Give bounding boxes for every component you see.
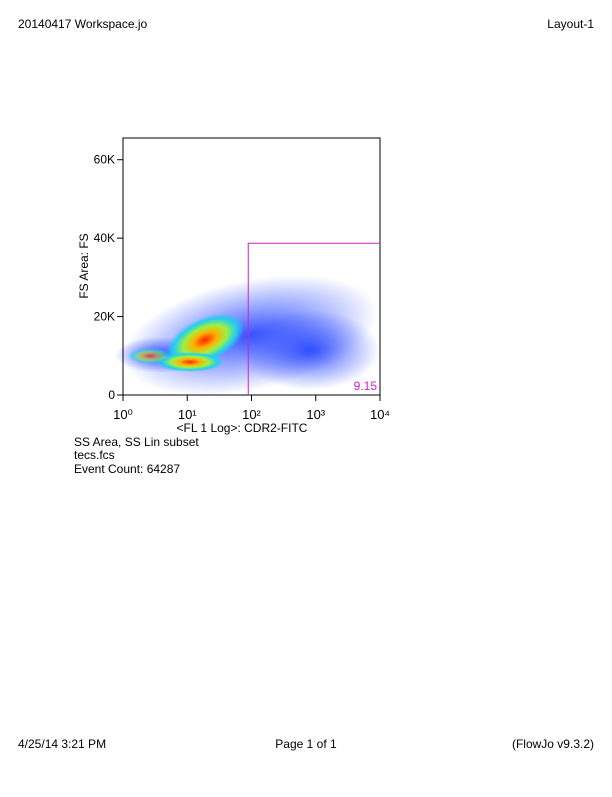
footer-right: (FlowJo v9.3.2) xyxy=(512,737,594,751)
y-tick-label: 40K xyxy=(94,231,115,245)
x-axis-label: <FL 1 Log>: CDR2-FITC xyxy=(177,421,308,435)
x-tick-label: 10⁰ xyxy=(113,407,133,422)
caption: Event Count: 64287 xyxy=(74,462,180,476)
footer-center: Page 1 of 1 xyxy=(275,737,337,751)
gate-percent: 9.15 xyxy=(354,379,378,393)
y-axis-label: FS Area: FS xyxy=(77,233,91,298)
y-tick-label: 60K xyxy=(94,153,115,167)
plot: 10⁰ 10¹ 10² 10³ 10⁴ 0 20K 40K 60K 9.15 xyxy=(94,137,390,422)
x-tick-label: 10³ xyxy=(306,407,325,422)
y-tick-label: 20K xyxy=(94,310,115,324)
footer-left: 4/25/14 3:21 PM xyxy=(18,737,106,751)
caption: tecs.fcs xyxy=(74,448,115,462)
y-tick-label: 0 xyxy=(108,388,115,402)
x-tick-label: 10² xyxy=(242,407,261,422)
x-tick-label: 10⁴ xyxy=(370,407,390,422)
header-right: Layout-1 xyxy=(547,17,594,31)
density-cloud xyxy=(115,274,380,396)
caption: SS Area, SS Lin subset xyxy=(74,435,199,449)
header-left: 20140417 Workspace.jo xyxy=(18,17,148,31)
gate xyxy=(247,242,380,395)
x-tick-label: 10¹ xyxy=(178,407,197,422)
